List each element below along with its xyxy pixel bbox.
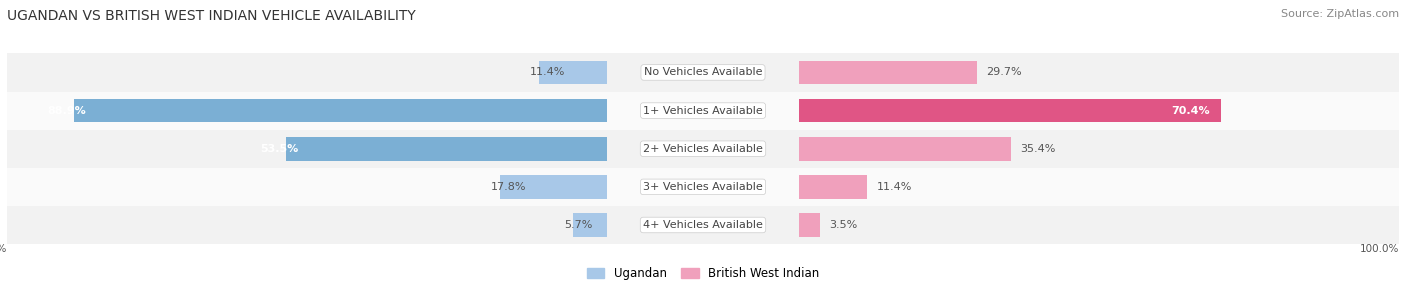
Bar (0, 206, 1406, 244)
Bar (572, 213, 607, 237)
Text: 53.5%: 53.5% (260, 144, 298, 154)
Bar (538, 61, 607, 84)
Text: 3+ Vehicles Available: 3+ Vehicles Available (643, 182, 763, 192)
Legend: Ugandan, British West Indian: Ugandan, British West Indian (586, 267, 820, 280)
Bar (0, 168, 1406, 206)
Text: 88.9%: 88.9% (46, 106, 86, 116)
Bar (799, 213, 820, 237)
Text: 1+ Vehicles Available: 1+ Vehicles Available (643, 106, 763, 116)
Bar (0, 168, 1406, 206)
Text: 35.4%: 35.4% (1021, 144, 1056, 154)
Text: 4+ Vehicles Available: 4+ Vehicles Available (643, 220, 763, 230)
Bar (501, 175, 607, 199)
Bar (0, 206, 1406, 244)
Bar (0, 168, 1406, 206)
Text: 70.4%: 70.4% (1171, 106, 1209, 116)
Bar (0, 130, 1406, 168)
Text: Source: ZipAtlas.com: Source: ZipAtlas.com (1281, 9, 1399, 19)
Bar (0, 53, 1406, 92)
Text: 17.8%: 17.8% (491, 182, 527, 192)
Bar (0, 206, 1406, 244)
Bar (285, 137, 607, 160)
Bar (0, 53, 1406, 92)
Bar (0, 92, 1406, 130)
Text: 29.7%: 29.7% (986, 67, 1022, 78)
Bar (0, 53, 1406, 92)
Text: 5.7%: 5.7% (564, 220, 592, 230)
Bar (799, 99, 1222, 122)
Bar (0, 92, 1406, 130)
Bar (0, 130, 1406, 168)
Text: 11.4%: 11.4% (530, 67, 565, 78)
Text: UGANDAN VS BRITISH WEST INDIAN VEHICLE AVAILABILITY: UGANDAN VS BRITISH WEST INDIAN VEHICLE A… (7, 9, 416, 23)
Text: 100.0%: 100.0% (0, 244, 7, 254)
Text: No Vehicles Available: No Vehicles Available (644, 67, 762, 78)
Text: 3.5%: 3.5% (830, 220, 858, 230)
Text: 2+ Vehicles Available: 2+ Vehicles Available (643, 144, 763, 154)
Bar (799, 137, 1011, 160)
Bar (799, 175, 868, 199)
Bar (0, 130, 1406, 168)
Bar (0, 92, 1406, 130)
Text: 11.4%: 11.4% (876, 182, 911, 192)
Bar (73, 99, 607, 122)
Text: 100.0%: 100.0% (1360, 244, 1399, 254)
Bar (799, 61, 977, 84)
